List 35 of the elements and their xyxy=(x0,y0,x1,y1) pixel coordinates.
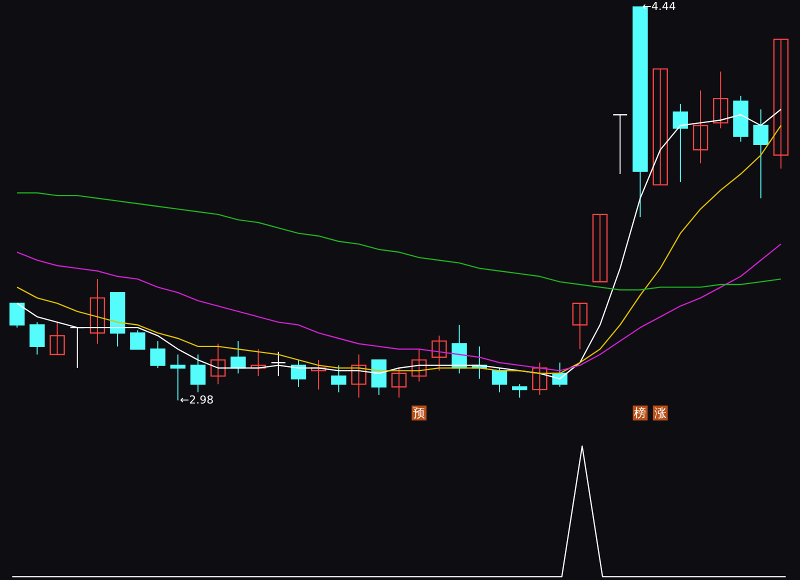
annotation: ←2.98 xyxy=(180,393,214,406)
candlestick xyxy=(773,38,789,170)
candlestick xyxy=(9,302,25,328)
text: 预 xyxy=(413,406,426,420)
candlestick xyxy=(90,278,106,344)
candlestick xyxy=(351,354,366,398)
candlestick xyxy=(30,322,45,356)
candlestick xyxy=(692,90,708,164)
candlestick xyxy=(250,348,266,377)
candlestick xyxy=(270,351,286,377)
text: 涨 xyxy=(654,406,666,420)
annotation: ←4.44 xyxy=(642,0,676,13)
candlestick xyxy=(290,359,306,388)
candlestick xyxy=(572,302,588,350)
candlestick xyxy=(652,68,668,186)
candlestick xyxy=(310,359,326,390)
candlestick xyxy=(612,114,628,175)
candlestick xyxy=(190,354,206,393)
candlestick xyxy=(150,340,166,368)
candlestick xyxy=(592,214,608,282)
candlestick xyxy=(50,322,65,356)
candlestick xyxy=(713,71,728,129)
candlestick xyxy=(210,343,226,385)
candlestick xyxy=(331,364,346,393)
text: 榜 xyxy=(634,406,646,420)
candlestick xyxy=(230,340,246,374)
candlestick xyxy=(432,335,447,372)
candlestick xyxy=(753,108,768,199)
candlestick xyxy=(492,368,508,393)
candlestick xyxy=(512,384,528,398)
candlestick xyxy=(411,348,427,382)
candlestick xyxy=(672,103,688,183)
candlestick xyxy=(391,368,407,398)
candlestick xyxy=(130,330,146,350)
candlestick xyxy=(532,362,548,396)
